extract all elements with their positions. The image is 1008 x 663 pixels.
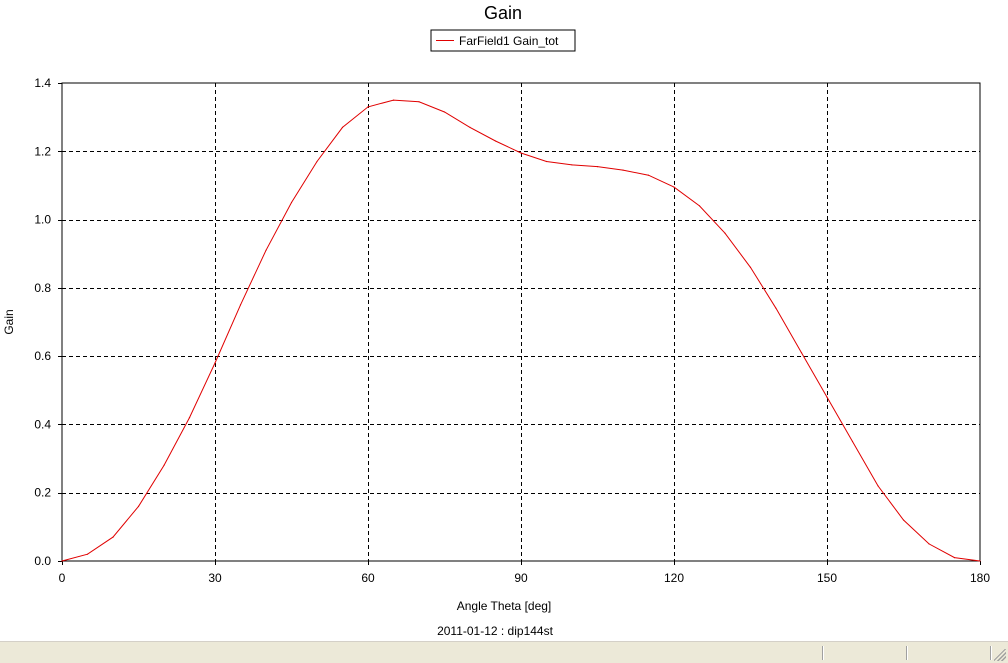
data-point <box>341 126 344 128</box>
data-point <box>902 519 905 521</box>
data-point <box>418 101 420 103</box>
x-axis-label: Angle Theta [deg] <box>457 599 552 613</box>
y-axis-ticks: 0.0 0.2 0.4 0.6 0.8 1.0 1.2 1.4 <box>34 76 62 568</box>
data-point <box>214 362 216 364</box>
y-tick-label: 1.4 <box>34 76 51 90</box>
legend-label: FarField1 Gain_tot <box>459 34 559 48</box>
status-separator <box>822 646 824 660</box>
data-point <box>698 205 701 207</box>
y-tick-label: 0.4 <box>34 417 51 431</box>
x-axis-ticks: 0 30 60 90 120 150 180 <box>59 561 990 585</box>
data-point <box>86 553 89 555</box>
data-point <box>520 152 522 154</box>
data-point <box>800 352 803 354</box>
y-tick-label: 1.2 <box>34 144 51 158</box>
data-point <box>724 232 726 234</box>
status-bar <box>0 641 1008 663</box>
data-point <box>61 560 63 562</box>
data-point <box>826 396 828 398</box>
data-point <box>928 543 930 545</box>
x-tick-label: 0 <box>59 571 66 585</box>
data-point <box>749 266 752 268</box>
data-point <box>443 111 446 113</box>
y-axis-label: Gain <box>2 309 16 334</box>
data-point <box>316 160 318 163</box>
x-tick-label: 30 <box>208 571 222 585</box>
x-tick-label: 120 <box>664 571 684 585</box>
series-group <box>61 99 981 562</box>
legend: FarField1 Gain_tot <box>430 29 576 52</box>
data-point <box>265 249 267 251</box>
chart-footer: 2011-01-12 : dip144st <box>437 624 554 638</box>
data-point <box>188 417 191 419</box>
data-point <box>112 536 114 538</box>
status-separator <box>990 646 992 660</box>
data-point <box>622 169 624 171</box>
x-tick-label: 90 <box>514 571 528 585</box>
y-tick-label: 0.6 <box>34 349 51 363</box>
grid <box>62 83 980 561</box>
x-tick-label: 60 <box>361 571 375 585</box>
x-tick-label: 150 <box>817 571 837 585</box>
data-point <box>596 166 599 168</box>
data-point <box>163 464 165 466</box>
y-tick-label: 0.2 <box>34 486 51 500</box>
data-point <box>953 557 956 559</box>
data-point <box>877 485 879 487</box>
x-tick-label: 180 <box>970 571 990 585</box>
data-point <box>775 307 777 309</box>
data-point <box>494 140 497 142</box>
data-point <box>290 201 293 204</box>
data-point <box>851 440 854 443</box>
data-point <box>673 186 675 188</box>
chart-title: Gain <box>484 3 522 23</box>
y-tick-label: 1.0 <box>34 213 51 227</box>
y-tick-label: 0.0 <box>34 554 51 568</box>
data-point <box>239 304 242 306</box>
data-point <box>571 164 573 166</box>
data-point <box>392 99 395 101</box>
data-point <box>137 505 140 507</box>
chart: Gain FarField1 Gain_tot 0 30 60 90 120 150 180… <box>2 3 990 638</box>
data-point <box>545 160 548 163</box>
y-tick-label: 0.8 <box>34 281 51 295</box>
data-point <box>647 174 650 176</box>
data-point <box>367 106 369 108</box>
status-separator <box>906 646 908 660</box>
resize-grip-icon[interactable] <box>994 649 1006 661</box>
data-point <box>979 560 981 562</box>
data-point <box>469 126 471 128</box>
legend-box <box>430 29 576 52</box>
